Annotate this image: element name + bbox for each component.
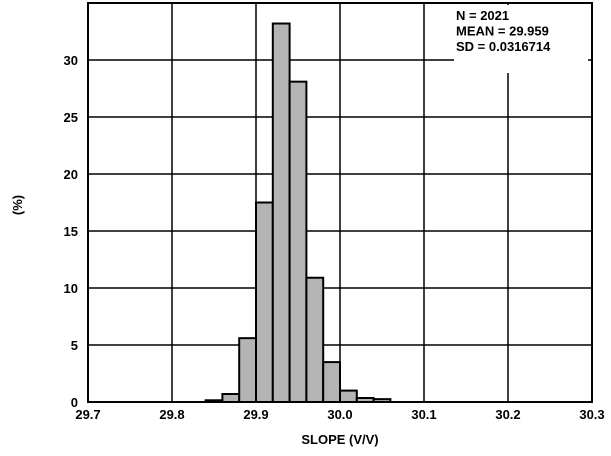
histogram-bar-3: [255, 201, 274, 403]
histogram-bar-6: [305, 276, 325, 403]
stats-box: [454, 5, 588, 73]
histogram-bar-1: [221, 393, 241, 403]
plot-frame: [87, 2, 593, 403]
y-tick-label-1: 5: [71, 338, 78, 353]
x-tick-label-0: 29.7: [75, 407, 100, 422]
stats-line-2: SD = 0.0316714: [456, 39, 551, 54]
x-tick-label-3: 30.0: [327, 407, 352, 422]
y-tick-label-4: 20: [64, 167, 78, 182]
y-axis-title: (%): [10, 195, 25, 215]
histogram-bar-7: [322, 361, 342, 404]
x-tick-label-4: 30.1: [411, 407, 436, 422]
histogram-bar-2: [238, 337, 257, 404]
x-tick-label-2: 29.9: [243, 407, 268, 422]
y-tick-label-6: 30: [64, 53, 78, 68]
x-tick-label-1: 29.8: [159, 407, 184, 422]
x-axis-title: SLOPE (V/V): [301, 432, 378, 447]
y-tick-label-0: 0: [71, 395, 78, 410]
histogram-bar-4: [271, 22, 291, 404]
bars: [204, 22, 392, 404]
histogram-bar-8: [339, 389, 358, 404]
x-tick-label-6: 30.3: [579, 407, 604, 422]
tick-labels: 29.7 29.8 29.9 30.0 30.1 30.2 30.3 0 5 10 15 20 25 30: [64, 53, 605, 422]
y-tick-label-3: 15: [64, 224, 78, 239]
stats-line-1: MEAN = 29.959: [456, 24, 549, 39]
stats-line-0: N = 2021: [456, 8, 509, 23]
y-tick-label-5: 25: [64, 110, 78, 125]
x-tick-label-5: 30.2: [495, 407, 520, 422]
histogram-bar-5: [288, 80, 308, 403]
y-tick-label-2: 10: [64, 281, 78, 296]
